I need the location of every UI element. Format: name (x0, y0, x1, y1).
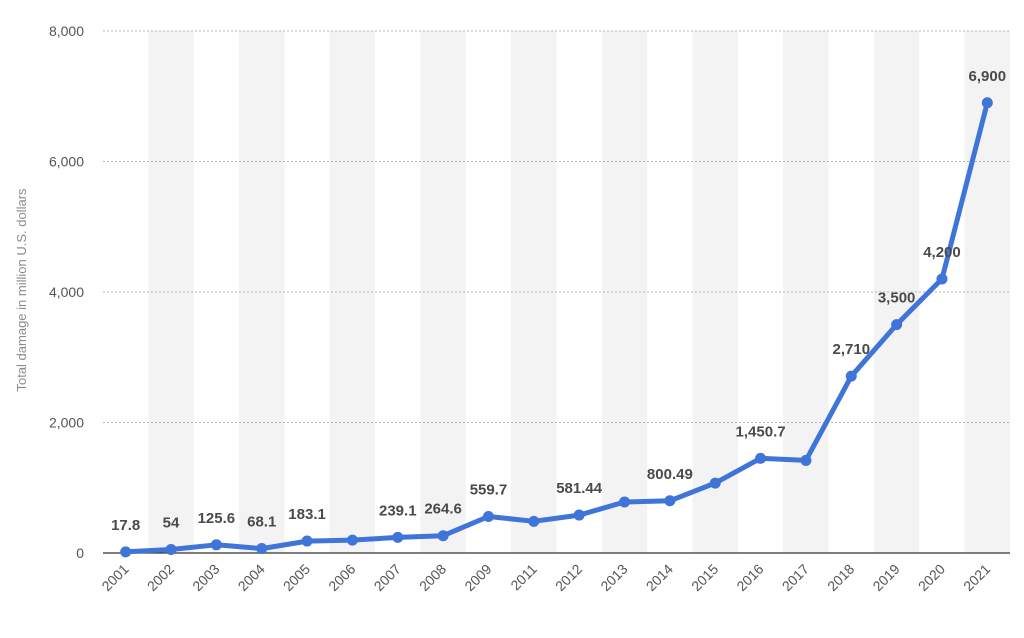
x-tick-label: 2002 (144, 561, 177, 594)
x-tick-label: 2003 (189, 561, 222, 594)
data-point (573, 509, 585, 521)
data-labels: 17.8 54 125.6 68.1 183.1 239.1 264.6 559.7 581.4… (111, 68, 1006, 534)
background-band (239, 31, 285, 553)
data-point (528, 515, 540, 527)
y-tick-label: 4,000 (49, 284, 84, 300)
data-label: 54 (163, 514, 180, 531)
x-tick-label: 2016 (733, 561, 766, 594)
data-point (936, 273, 948, 285)
data-point (210, 539, 222, 551)
data-label: 4,200 (923, 244, 961, 261)
background-band (511, 31, 557, 553)
y-tick-label: 2,000 (49, 415, 84, 431)
x-tick-label: 2021 (960, 561, 993, 594)
x-tick-label: 2001 (98, 561, 131, 594)
data-label: 559.7 (470, 481, 508, 498)
x-tick-label: 2009 (461, 561, 494, 594)
data-label: 183.1 (288, 506, 326, 523)
data-label: 125.6 (198, 510, 236, 527)
x-tick-label: 2006 (325, 561, 358, 594)
x-tick-label: 2017 (779, 561, 812, 594)
x-tick-label: 2008 (416, 561, 449, 594)
data-point (664, 495, 676, 507)
data-point (800, 454, 812, 466)
background-band (783, 31, 829, 553)
data-label: 3,500 (878, 290, 916, 307)
y-tick-label: 6,000 (49, 154, 84, 170)
data-point (256, 543, 268, 555)
data-points (120, 97, 993, 558)
x-tick-label: 2004 (235, 561, 268, 594)
data-point (346, 534, 358, 546)
data-label: 800.49 (647, 466, 693, 483)
y-tick-label: 8,000 (49, 23, 84, 39)
x-tick-label: 2011 (507, 561, 540, 594)
data-label: 581.44 (556, 480, 603, 497)
data-point (165, 543, 177, 555)
x-tick-label: 2013 (597, 561, 630, 594)
data-point (755, 452, 767, 464)
data-label: 1,450.7 (736, 423, 786, 440)
data-label: 6,900 (969, 68, 1007, 85)
x-tick-label: 2015 (688, 561, 721, 594)
x-tick-label: 2019 (869, 561, 902, 594)
data-point (392, 531, 404, 543)
x-axis-ticks: 2001 2002 2003 2004 2005 2006 2007 2008 2009 2011… (98, 561, 993, 594)
data-label: 2,710 (833, 341, 871, 358)
y-axis-ticks: 0 2,000 4,000 6,000 8,000 (49, 23, 84, 561)
data-point (709, 477, 721, 489)
y-tick-label: 0 (76, 545, 84, 561)
x-tick-label: 2020 (915, 561, 948, 594)
x-tick-label: 2014 (643, 561, 676, 594)
data-point (891, 319, 903, 331)
data-label: 17.8 (111, 517, 140, 534)
data-point (437, 530, 449, 542)
data-point (981, 97, 993, 109)
gridlines (103, 30, 1010, 554)
data-point (845, 370, 857, 382)
data-label: 264.6 (424, 501, 462, 518)
data-label: 239.1 (379, 502, 417, 519)
x-tick-label: 2005 (280, 561, 313, 594)
data-point (301, 535, 313, 547)
series-line (123, 100, 990, 555)
x-tick-label: 2012 (552, 561, 585, 594)
x-tick-label: 2007 (371, 561, 404, 594)
data-label: 68.1 (247, 514, 276, 531)
data-point (482, 510, 494, 522)
x-tick-label: 2018 (824, 561, 857, 594)
data-point (120, 546, 132, 558)
data-point (619, 496, 631, 508)
y-axis-label: Total damage in million U.S. dollars (14, 188, 29, 392)
